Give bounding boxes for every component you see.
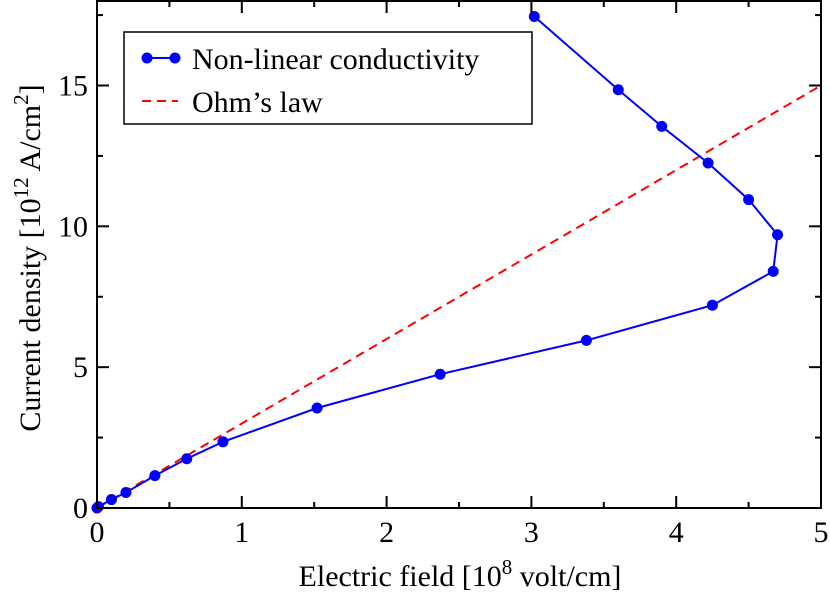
nonlinear-point xyxy=(612,84,624,96)
nonlinear-point xyxy=(706,299,718,311)
nonlinear-point xyxy=(217,436,229,448)
nonlinear-point xyxy=(767,265,779,277)
x-axis-label: Electric field [108 volt/cm] xyxy=(299,555,622,593)
y-tick-label: 5 xyxy=(73,351,88,384)
legend-box xyxy=(123,31,533,125)
x-tick-label: 1 xyxy=(234,516,249,549)
x-tick-label: 3 xyxy=(524,516,539,549)
y-axis-label: Current density [1012 A/cm2] xyxy=(9,84,47,431)
x-tick-label: 2 xyxy=(379,516,394,549)
nonlinear-point xyxy=(580,334,592,346)
legend-marker-nonlinear-right xyxy=(169,52,181,64)
nonlinear-point xyxy=(92,501,104,513)
y-tick-label: 10 xyxy=(58,210,88,243)
legend-marker-nonlinear-left xyxy=(141,52,153,64)
nonlinear-point xyxy=(772,229,784,241)
nonlinear-point xyxy=(105,494,117,506)
legend: Non-linear conductivity Ohm’s law xyxy=(123,31,533,125)
nonlinear-point xyxy=(528,10,540,22)
legend-label-ohm: Ohm’s law xyxy=(192,86,323,119)
nonlinear-point xyxy=(743,194,755,206)
x-tick-label: 4 xyxy=(669,516,684,549)
nonlinear-point xyxy=(311,402,323,414)
y-tick-label: 15 xyxy=(58,70,88,103)
nonlinear-point xyxy=(702,157,714,169)
nonlinear-point xyxy=(120,487,132,499)
y-tick-label: 0 xyxy=(73,492,88,525)
plot-layer xyxy=(91,10,822,514)
nonlinear-point xyxy=(149,470,161,482)
x-tick-label: 0 xyxy=(90,516,105,549)
x-tick-label: 5 xyxy=(814,516,829,549)
nonlinear-point xyxy=(434,368,446,380)
nonlinear-point xyxy=(181,453,193,465)
legend-label-nonlinear: Non-linear conductivity xyxy=(192,43,479,76)
nonlinear-point xyxy=(656,120,668,132)
ticks-layer: 0 1 2 3 4 5 0 5 10 15 xyxy=(58,1,829,549)
